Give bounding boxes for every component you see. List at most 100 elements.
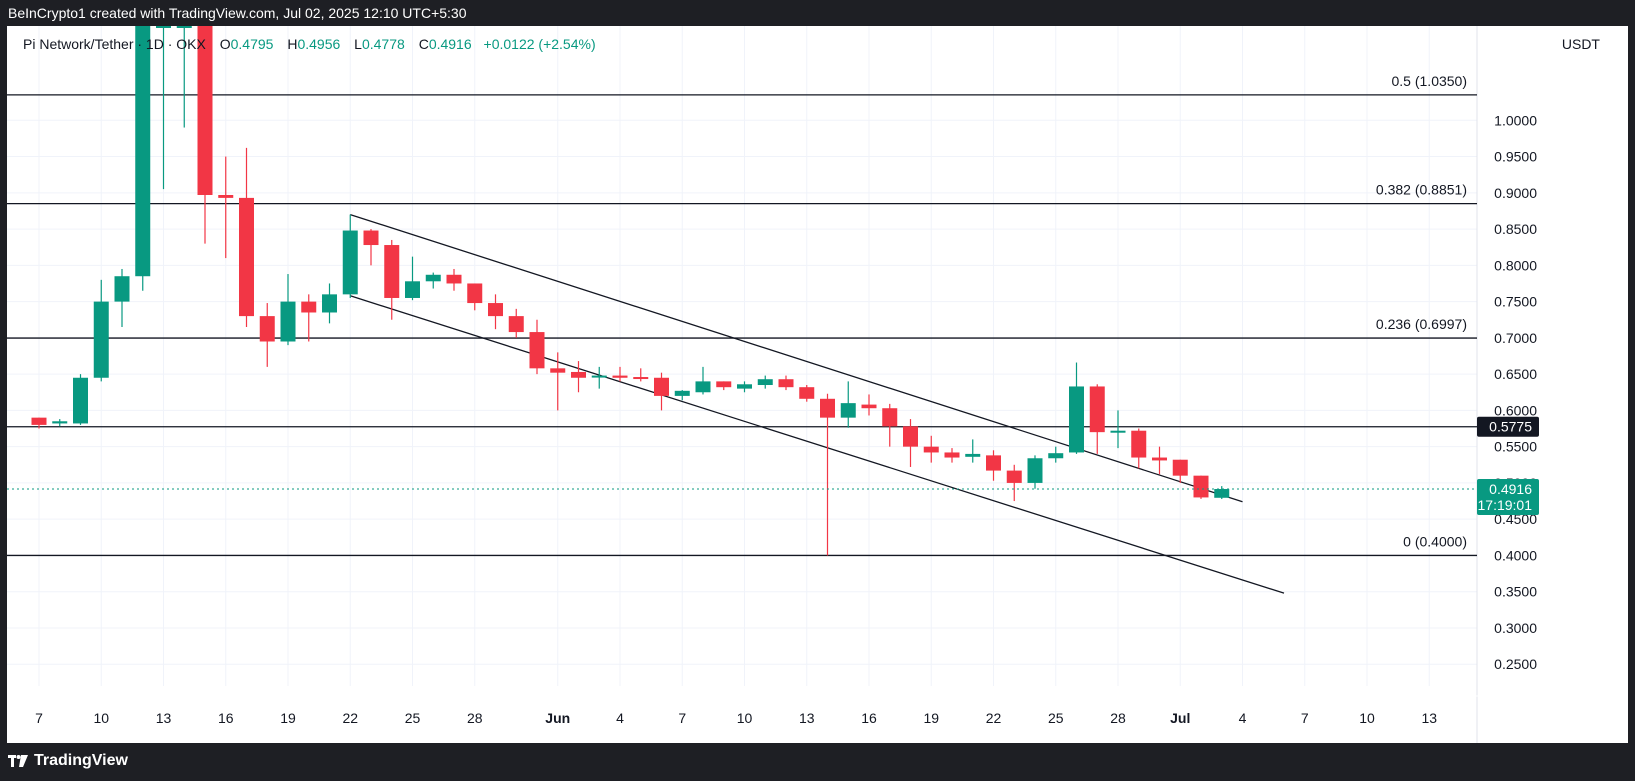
footer: TradingView [0, 743, 1635, 781]
ohlc-legend: Pi Network/Tether · 1D · OKX O0.4795 H0.… [23, 36, 596, 52]
fib-level-label: 0 (0.4000) [1403, 533, 1467, 549]
candle-body [674, 390, 690, 396]
candle-body [218, 194, 234, 198]
watermark-header: BeInCrypto1 created with TradingView.com… [0, 0, 1635, 26]
x-tick-label: 16 [861, 710, 877, 726]
candle-body [156, 26, 171, 28]
channel-lower-line [350, 295, 1285, 594]
candle-body [944, 452, 960, 458]
candle-body [1131, 430, 1147, 458]
candle-body [467, 283, 483, 304]
candle-body [73, 377, 88, 424]
change-value: +0.0122 (+2.54%) [483, 36, 596, 52]
candle-body [1214, 489, 1230, 498]
candle-body [1193, 475, 1209, 498]
price-badge-countdown: 17:19:01 [1478, 497, 1533, 513]
tradingview-logo[interactable]: TradingView [8, 752, 128, 770]
candle-body [508, 316, 524, 333]
candlestick-chart[interactable]: 1.0000 0.9500 0.9000 0.8500 0.8000 0.7500 0.70… [7, 26, 1628, 743]
y-tick-label: 0.2500 [1494, 656, 1537, 672]
candle-body [425, 274, 441, 282]
support-badge-text: 0.5775 [1489, 419, 1532, 435]
candle-body [135, 26, 151, 277]
fib-level-label: 0.382 (0.8851) [1376, 182, 1467, 198]
candle-body [861, 404, 877, 409]
candle-body [840, 403, 856, 418]
x-tick-label: 4 [1239, 710, 1247, 726]
candle-body [52, 421, 68, 424]
x-tick-label: 10 [1359, 710, 1375, 726]
support-price-badge: 0.5775 [1477, 416, 1539, 437]
candle-body [1152, 457, 1167, 461]
symbol-label[interactable]: Pi Network/Tether · 1D · OKX [23, 36, 206, 52]
x-tick-label: 19 [923, 710, 939, 726]
low-label: L [354, 36, 362, 52]
x-tick-label: 10 [93, 710, 109, 726]
high-value: 0.4956 [297, 36, 341, 52]
y-tick-label: 0.8500 [1494, 221, 1537, 237]
x-tick-label: 16 [218, 710, 234, 726]
close-value: 0.4916 [428, 36, 472, 52]
x-tick-label: 7 [35, 710, 43, 726]
candle-body [342, 230, 358, 295]
candle-body [529, 332, 545, 369]
candle-body [820, 398, 835, 418]
y-tick-label: 1.0000 [1494, 112, 1537, 128]
candle-body [550, 368, 566, 373]
price-badge-bg [1477, 479, 1539, 516]
open-label: O [219, 36, 231, 52]
y-tick-label: 0.6000 [1494, 402, 1537, 418]
y-tick-label: 0.4000 [1494, 547, 1537, 563]
candle-body [923, 446, 939, 453]
candle-body [654, 377, 669, 396]
candle-body [571, 371, 586, 378]
x-tick-label: 13 [799, 710, 815, 726]
x-tick-label: 7 [678, 710, 686, 726]
fib-level-label: 0.236 (0.6997) [1376, 316, 1467, 332]
candle-body [1006, 470, 1022, 483]
candle-body [93, 301, 109, 378]
y-tick-label: 0.4500 [1494, 511, 1537, 527]
candle-body [778, 379, 794, 388]
candle-body [384, 245, 400, 298]
candle-body [757, 379, 773, 386]
x-tick-label: 7 [1301, 710, 1309, 726]
candle-body [1048, 453, 1064, 459]
candle-body [363, 230, 379, 246]
x-tick-label: 25 [1048, 710, 1064, 726]
x-tick-label: 4 [616, 710, 624, 726]
close-label: C [418, 36, 429, 52]
candle-body [322, 294, 337, 313]
candle-body [405, 281, 420, 298]
candle-body [695, 381, 711, 393]
candle-body [737, 384, 752, 389]
candle-body [488, 303, 503, 317]
y-tick-label: 0.7000 [1494, 330, 1537, 346]
x-tick-label: Jun [545, 710, 570, 726]
y-tick-label: 0.6500 [1494, 366, 1537, 382]
candle-body [986, 455, 1001, 471]
x-tick-label: 28 [1110, 710, 1126, 726]
channel-upper-line [350, 213, 1243, 503]
candle-body [1089, 386, 1105, 433]
candle-body [965, 453, 981, 457]
candle-body [1069, 386, 1084, 453]
candle-body [446, 274, 462, 284]
candle-body [239, 197, 254, 317]
high-label: H [287, 36, 298, 52]
candle-body [882, 408, 898, 427]
candle-body [301, 301, 317, 313]
candle-body [903, 426, 918, 447]
x-tick-label: Jul [1170, 710, 1190, 726]
y-tick-label: 0.8000 [1494, 257, 1537, 273]
candle-body [259, 316, 275, 342]
tradingview-logo-icon [8, 755, 28, 767]
chart-panel[interactable]: 1.0000 0.9500 0.9000 0.8500 0.8000 0.7500 0.70… [7, 26, 1628, 743]
candle-body [176, 26, 192, 28]
candle-body [1027, 458, 1043, 483]
candle-body [633, 377, 649, 380]
currency-label[interactable]: USDT [1561, 36, 1600, 52]
candle-body [716, 381, 732, 388]
low-value: 0.4778 [361, 36, 405, 52]
